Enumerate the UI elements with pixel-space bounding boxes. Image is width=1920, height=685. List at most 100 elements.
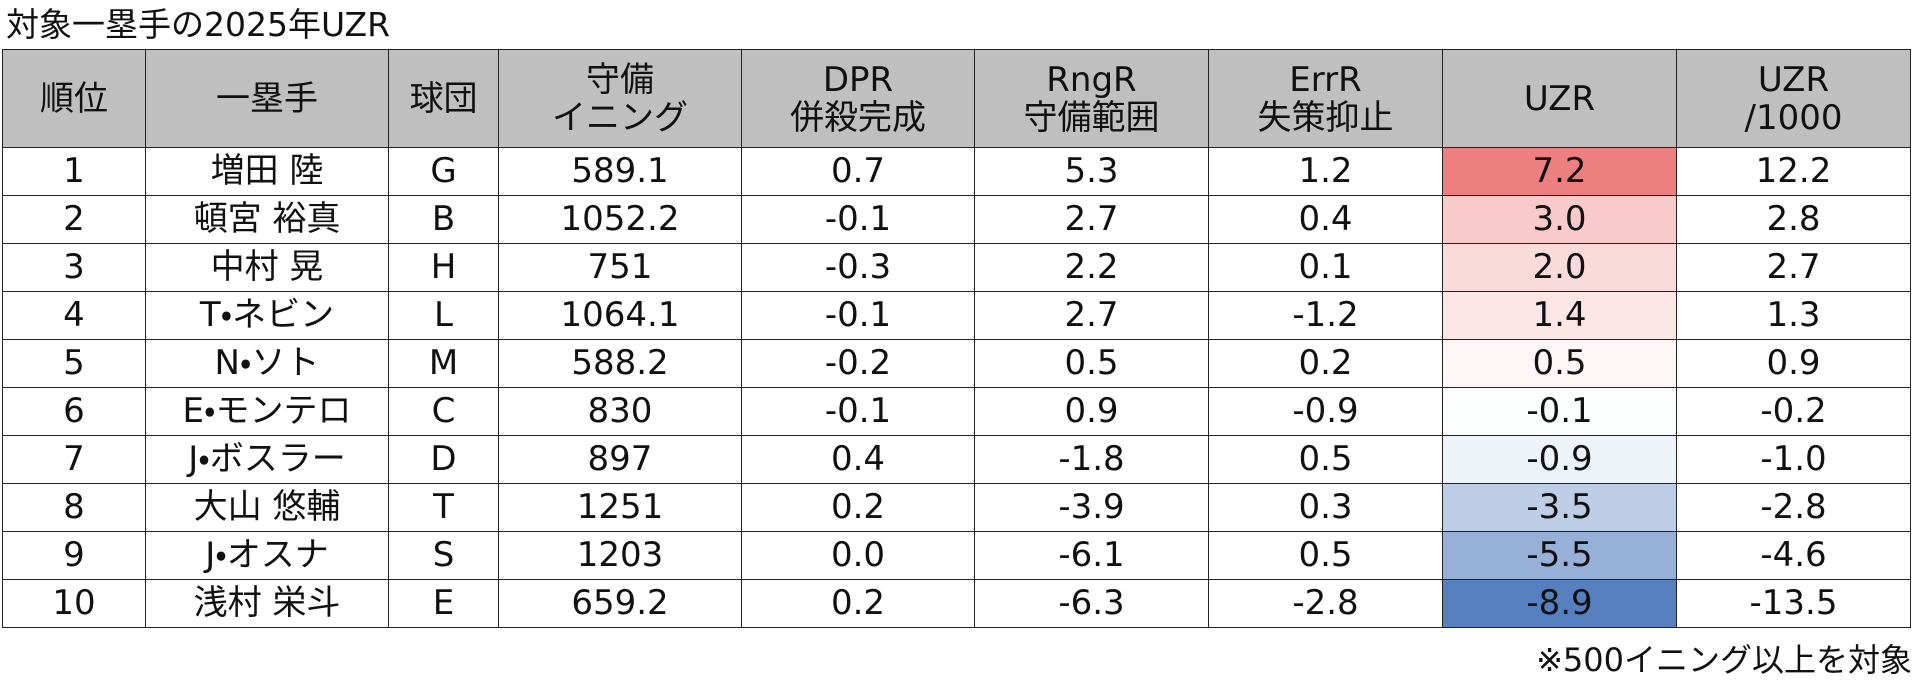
header-text: ErrR bbox=[1289, 59, 1362, 100]
table-cell: -3.9 bbox=[974, 483, 1209, 532]
table-cell: -1.8 bbox=[974, 435, 1209, 484]
table-cell: H bbox=[388, 243, 499, 292]
table-cell: N・ソト bbox=[145, 339, 389, 388]
table-cell: M bbox=[388, 339, 499, 388]
table-cell: G bbox=[388, 147, 499, 196]
table-cell: 4 bbox=[2, 291, 146, 340]
header-cell: UZR/1000 bbox=[1676, 49, 1911, 148]
table-cell: 0.1 bbox=[1208, 243, 1443, 292]
header-text: 球団 bbox=[409, 78, 478, 119]
table-cell: 588.2 bbox=[498, 339, 742, 388]
table-cell: -1.2 bbox=[1208, 291, 1443, 340]
uzr-table: 順位 一塁手 球団 守備 イニング DPR 併殺完成 RngR 守備範囲 ErrR 失策抑止 UZR U… bbox=[2, 49, 1911, 628]
header-cell: ErrR 失策抑止 bbox=[1208, 49, 1443, 148]
table-cell: -4.6 bbox=[1676, 531, 1911, 580]
header-text: 守備 bbox=[586, 59, 654, 100]
header-cell: DPR 併殺完成 bbox=[741, 49, 975, 148]
table-row: 2 頓宮 裕真 B 1052.2 -0.1 2.7 0.4 3.0 2.8 bbox=[2, 195, 1911, 244]
table-row: 9 J・オスナ S 1203 0.0 -6.1 0.5 -5.5 -4.6 bbox=[2, 531, 1911, 580]
table-cell: 5 bbox=[2, 339, 146, 388]
table-cell: -0.1 bbox=[741, 291, 975, 340]
table-cell: C bbox=[388, 387, 499, 436]
uzr-cell: 0.5 bbox=[1442, 339, 1677, 388]
table-cell: 0.5 bbox=[1208, 531, 1443, 580]
table-cell: 12.2 bbox=[1676, 147, 1911, 196]
header-text: UZR bbox=[1757, 59, 1830, 100]
table-cell: 0.4 bbox=[1208, 195, 1443, 244]
uzr-cell: -0.9 bbox=[1442, 435, 1677, 484]
table-cell: 751 bbox=[498, 243, 742, 292]
header-text: 順位 bbox=[40, 78, 108, 119]
header-cell: 守備 イニング bbox=[498, 49, 742, 148]
table-cell: -0.1 bbox=[741, 387, 975, 436]
table-cell: 1.2 bbox=[1208, 147, 1443, 196]
table-cell: 0.5 bbox=[1208, 435, 1443, 484]
table-row: 1 増田 陸 G 589.1 0.7 5.3 1.2 7.2 12.2 bbox=[2, 147, 1911, 196]
title: 対象一塁手の2025年UZR bbox=[6, 5, 391, 44]
table-cell: 2.7 bbox=[974, 195, 1209, 244]
header-text: RngR bbox=[1046, 59, 1137, 100]
table-body: 1 増田 陸 G 589.1 0.7 5.3 1.2 7.2 12.2 2 頓宮 裕真 B 1052.2… bbox=[2, 147, 1911, 628]
header-text: 併殺完成 bbox=[790, 97, 926, 138]
header-cell: UZR bbox=[1442, 49, 1677, 148]
uzr-cell: -8.9 bbox=[1442, 579, 1677, 628]
table-cell: 2.7 bbox=[1676, 243, 1911, 292]
header-text: DPR bbox=[822, 59, 894, 100]
header-cell: RngR 守備範囲 bbox=[974, 49, 1209, 148]
table-cell: -0.2 bbox=[741, 339, 975, 388]
table-row: 3 中村 晃 H 751 -0.3 2.2 0.1 2.0 2.7 bbox=[2, 243, 1911, 292]
table-cell: 0.2 bbox=[1208, 339, 1443, 388]
uzr-cell: 7.2 bbox=[1442, 147, 1677, 196]
table-cell: 10 bbox=[2, 579, 146, 628]
table-cell: 浅村 栄斗 bbox=[145, 579, 389, 628]
table-cell: L bbox=[388, 291, 499, 340]
table-header: 順位 一塁手 球団 守備 イニング DPR 併殺完成 RngR 守備範囲 ErrR 失策抑止 UZR U… bbox=[2, 49, 1911, 148]
table-cell: 659.2 bbox=[498, 579, 742, 628]
table-cell: 6 bbox=[2, 387, 146, 436]
table-cell: 7 bbox=[2, 435, 146, 484]
table-cell: J・ボスラー bbox=[145, 435, 389, 484]
table-cell: 0.7 bbox=[741, 147, 975, 196]
table-cell: 897 bbox=[498, 435, 742, 484]
uzr-cell: 2.0 bbox=[1442, 243, 1677, 292]
table-cell: 9 bbox=[2, 531, 146, 580]
table-cell: -1.0 bbox=[1676, 435, 1911, 484]
header-cell: 一塁手 bbox=[145, 49, 389, 148]
table-row: 10 浅村 栄斗 E 659.2 0.2 -6.3 -2.8 -8.9 -13.5 bbox=[2, 579, 1911, 628]
uzr-cell: -5.5 bbox=[1442, 531, 1677, 580]
header-text: 守備範囲 bbox=[1023, 97, 1160, 138]
table-cell: E bbox=[388, 579, 499, 628]
table-cell: 8 bbox=[2, 483, 146, 532]
table-cell: 0.2 bbox=[741, 579, 975, 628]
table-cell: E・モンテロ bbox=[145, 387, 389, 436]
table-row: 8 大山 悠輔 T 1251 0.2 -3.9 0.3 -3.5 -2.8 bbox=[2, 483, 1911, 532]
header-text: UZR bbox=[1523, 78, 1596, 119]
table-cell: 2.7 bbox=[974, 291, 1209, 340]
table-cell: -0.3 bbox=[741, 243, 975, 292]
table-cell: 0.9 bbox=[974, 387, 1209, 436]
table-cell: 1251 bbox=[498, 483, 742, 532]
table-row: 5 N・ソト M 588.2 -0.2 0.5 0.2 0.5 0.9 bbox=[2, 339, 1911, 388]
table-cell: 2 bbox=[2, 195, 146, 244]
table-cell: 1.3 bbox=[1676, 291, 1911, 340]
table-cell: S bbox=[388, 531, 499, 580]
uzr-cell: 1.4 bbox=[1442, 291, 1677, 340]
table-cell: B bbox=[388, 195, 499, 244]
header-text: 失策抑止 bbox=[1257, 97, 1394, 138]
table-cell: 2.2 bbox=[974, 243, 1209, 292]
table-cell: 830 bbox=[498, 387, 742, 436]
table-cell: 589.1 bbox=[498, 147, 742, 196]
table-cell: 1052.2 bbox=[498, 195, 742, 244]
table-row: 4 T・ネビン L 1064.1 -0.1 2.7 -1.2 1.4 1.3 bbox=[2, 291, 1911, 340]
table-cell: -0.9 bbox=[1208, 387, 1443, 436]
table-cell: D bbox=[388, 435, 499, 484]
table-cell: 2.8 bbox=[1676, 195, 1911, 244]
table-cell: 0.3 bbox=[1208, 483, 1443, 532]
table-row: 7 J・ボスラー D 897 0.4 -1.8 0.5 -0.9 -1.0 bbox=[2, 435, 1911, 484]
table-cell: 1203 bbox=[498, 531, 742, 580]
table-cell: 1 bbox=[2, 147, 146, 196]
table-cell: J・オスナ bbox=[145, 531, 389, 580]
header-text: 一塁手 bbox=[216, 78, 318, 119]
table-cell: -13.5 bbox=[1676, 579, 1911, 628]
